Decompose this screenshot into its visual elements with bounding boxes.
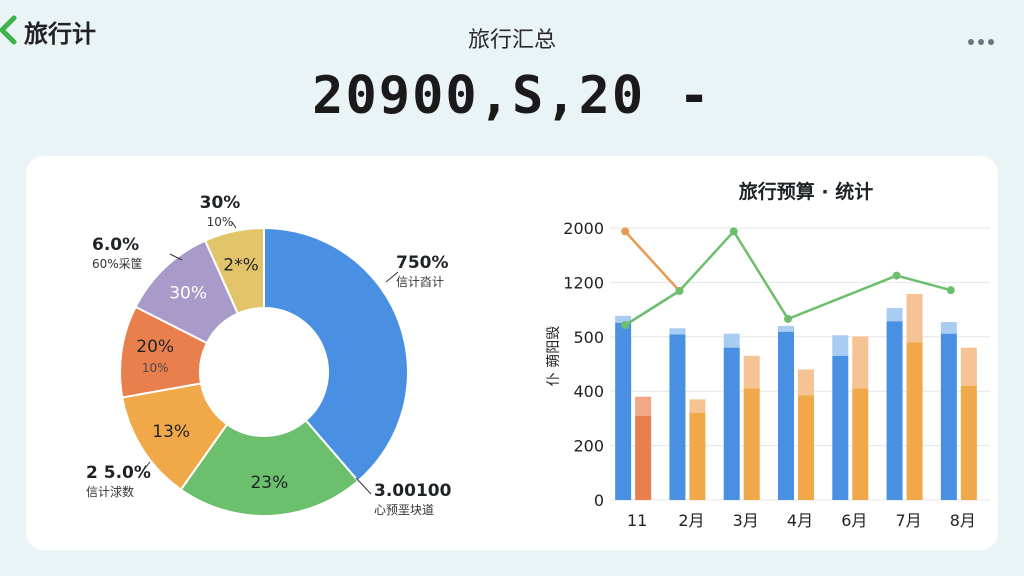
line-point[interactable] bbox=[621, 321, 630, 330]
bar[interactable] bbox=[723, 347, 740, 500]
bar[interactable] bbox=[635, 415, 652, 500]
bar-cap[interactable] bbox=[798, 369, 814, 396]
slice-outer-value: 3.00100 bbox=[374, 481, 452, 501]
series-line bbox=[624, 230, 681, 292]
bar-chart: 旅行预算 · 统计 0 200 400 500 1200 2000 仆 蒴阳毁 11 2月 3月 4月… bbox=[546, 180, 990, 530]
leader-line bbox=[355, 477, 372, 495]
page-title: 旅行汇总 bbox=[467, 28, 556, 53]
bar-cap[interactable] bbox=[832, 335, 849, 356]
line-point[interactable] bbox=[784, 314, 792, 323]
line-point[interactable] bbox=[675, 286, 684, 295]
bar[interactable] bbox=[615, 322, 632, 500]
y-tick-label: 0 bbox=[594, 491, 604, 510]
bar-cap[interactable] bbox=[778, 325, 794, 332]
bar[interactable] bbox=[886, 321, 903, 500]
slice-outer-value: 6.0% bbox=[92, 235, 139, 255]
x-tick-label: 11 bbox=[627, 511, 647, 530]
bar-cap[interactable] bbox=[635, 396, 652, 416]
bar[interactable] bbox=[960, 385, 977, 500]
bar-cap[interactable] bbox=[940, 322, 957, 334]
slice-outer-label: 信计浗数 bbox=[86, 484, 134, 499]
line-point[interactable] bbox=[892, 271, 901, 280]
y-tick-label: 2000 bbox=[563, 219, 604, 238]
bar[interactable] bbox=[669, 334, 686, 500]
slice-outer-value: 750% bbox=[396, 253, 449, 273]
bar-cap[interactable] bbox=[886, 308, 903, 322]
bar[interactable] bbox=[906, 342, 923, 500]
bar-cap[interactable] bbox=[615, 315, 632, 323]
slice-outer-label: 10% bbox=[207, 215, 234, 229]
bar-cap[interactable] bbox=[723, 333, 740, 348]
bar[interactable] bbox=[743, 388, 760, 500]
chart-card: 750% 信计㳫计 23% 3.00100 心预垩块道 13% 2 5.0% 信计浗数 20% 1… bbox=[26, 156, 998, 550]
chart-title: 旅行预算 · 统计 bbox=[739, 180, 873, 203]
bar[interactable] bbox=[778, 331, 794, 500]
y-tick-label: 200 bbox=[573, 437, 604, 456]
bar[interactable] bbox=[832, 355, 849, 500]
bar-cap[interactable] bbox=[689, 399, 706, 413]
slice-outer-label: 心预垩块道 bbox=[374, 503, 434, 517]
total-amount: 20900,S,20 - bbox=[312, 66, 712, 126]
y-tick-label: 1200 bbox=[563, 273, 604, 292]
chevron-left-icon[interactable] bbox=[0, 14, 20, 46]
donut-slice[interactable] bbox=[263, 226, 409, 483]
donut-slice[interactable] bbox=[203, 226, 265, 315]
y-tick-label: 500 bbox=[573, 328, 604, 347]
leader-line bbox=[141, 461, 151, 473]
slice-inner-label: 13% bbox=[152, 422, 190, 442]
slice-inner-sublabel: 10% bbox=[142, 361, 169, 375]
bar-cap[interactable] bbox=[743, 355, 760, 389]
slice-outer-label: 60%采筐 bbox=[92, 256, 143, 271]
line-point[interactable] bbox=[621, 227, 630, 236]
leader-line bbox=[169, 253, 183, 261]
bar[interactable] bbox=[852, 388, 869, 500]
more-dots-icon[interactable] bbox=[968, 30, 1002, 45]
leader-line bbox=[385, 271, 399, 283]
slice-inner-label: 20% bbox=[136, 337, 174, 357]
line-point[interactable] bbox=[729, 227, 738, 236]
leader-line bbox=[231, 221, 237, 229]
bar-cap[interactable] bbox=[906, 294, 923, 343]
bar[interactable] bbox=[798, 395, 814, 500]
x-tick-label: 6月 bbox=[841, 511, 867, 530]
y-tick-label: 400 bbox=[573, 382, 604, 401]
slice-inner-label: 2*% bbox=[223, 255, 258, 275]
bar-cap[interactable] bbox=[960, 347, 977, 386]
app-title: 旅行计 bbox=[24, 20, 96, 48]
donut-slice[interactable] bbox=[179, 419, 360, 517]
series-line bbox=[624, 229, 952, 327]
bar[interactable] bbox=[940, 333, 957, 500]
x-tick-label: 4月 bbox=[787, 511, 813, 530]
slice-outer-label: 信计㳫计 bbox=[396, 274, 444, 289]
slice-outer-value: 30% bbox=[200, 193, 241, 213]
slice-inner-label: 23% bbox=[250, 473, 288, 493]
bar-cap[interactable] bbox=[852, 336, 869, 389]
x-tick-label: 7月 bbox=[895, 511, 921, 530]
x-tick-label: 2月 bbox=[678, 511, 704, 530]
line-point[interactable] bbox=[946, 286, 955, 295]
bar[interactable] bbox=[689, 412, 706, 500]
slice-inner-label: 30% bbox=[169, 283, 207, 303]
app-header: 旅行计 旅行汇总 bbox=[0, 0, 1024, 60]
bar-cap[interactable] bbox=[669, 328, 686, 335]
x-tick-label: 8月 bbox=[950, 511, 976, 530]
donut-chart: 750%信计㳫计 23% 3.00100 心预垩块道 13% 2 5.0%信计浗数 20% 1… bbox=[86, 193, 452, 517]
y-axis-label: 仆 蒴阳毁 bbox=[546, 326, 562, 386]
x-tick-label: 3月 bbox=[733, 511, 759, 530]
slice-outer-value: 2 5.0% bbox=[86, 463, 151, 483]
